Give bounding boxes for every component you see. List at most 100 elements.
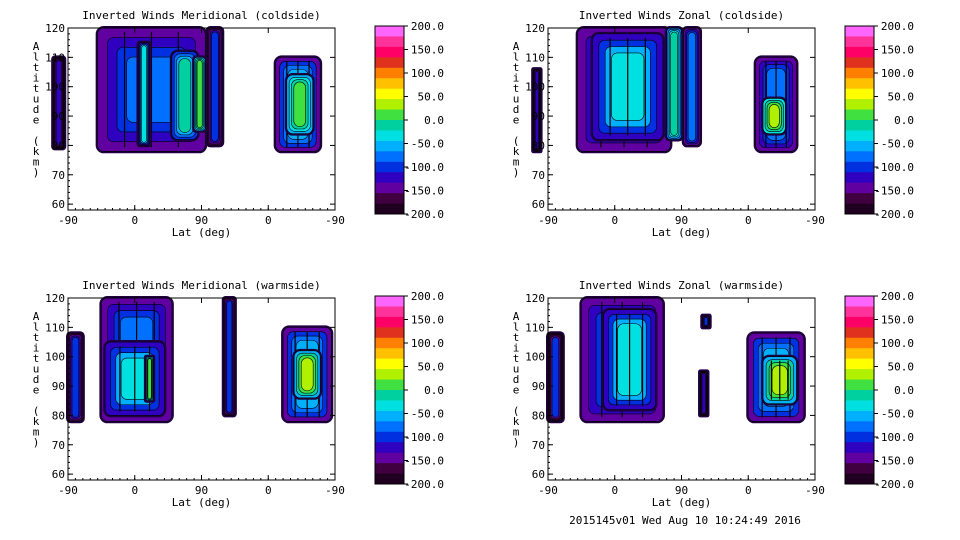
region-band — [300, 357, 314, 392]
chart-title: Inverted Winds Zonal (coldside) — [579, 9, 784, 22]
y-tick-label: 60 — [52, 468, 65, 481]
y-tick-label: 80 — [52, 139, 65, 152]
colorbar-swatch — [375, 203, 404, 215]
y-tick-label: 80 — [532, 409, 545, 422]
colorbar-swatch — [845, 36, 874, 48]
colorbar-label: -150.0 — [874, 185, 914, 198]
region-band — [534, 70, 539, 150]
region-band — [211, 31, 219, 142]
y-tick-label: 70 — [52, 169, 65, 182]
colorbar-swatch — [845, 463, 874, 475]
colorbar-swatch — [845, 442, 874, 454]
y-tick-label: 60 — [52, 198, 65, 211]
x-tick-label: 0 — [611, 214, 618, 227]
colorbar-label: 100.0 — [881, 67, 914, 80]
colorbar-label: 50.0 — [888, 91, 915, 104]
colorbar-swatch — [845, 46, 874, 58]
region-band — [196, 60, 203, 129]
x-tick-label: 0 — [265, 214, 272, 227]
colorbar-swatch — [375, 306, 404, 318]
colorbar-label: -100.0 — [404, 431, 444, 444]
colorbar-swatch — [845, 431, 874, 443]
x-tick-label: 90 — [195, 484, 208, 497]
x-tick-label: -90 — [58, 484, 78, 497]
colorbar-label: 150.0 — [881, 44, 914, 57]
region-band — [687, 32, 696, 142]
colorbar-swatch — [845, 369, 874, 381]
y-tick-label: 100 — [525, 351, 545, 364]
colorbar-label: 0.0 — [894, 114, 914, 127]
region-band — [701, 373, 706, 414]
colorbar-swatch — [845, 88, 874, 100]
colorbar-swatch — [375, 337, 404, 349]
x-tick-label: 0 — [131, 484, 138, 497]
colorbar-label: 200.0 — [881, 290, 914, 303]
colorbar-label: 150.0 — [411, 314, 444, 327]
colorbar-label: 50.0 — [888, 361, 915, 374]
colorbar-label: -150.0 — [404, 185, 444, 198]
chart-title: Inverted Winds Zonal (warmside) — [579, 279, 784, 292]
colorbar-swatch — [845, 358, 874, 370]
y-tick-label: 100 — [45, 351, 65, 364]
colorbar-label: -150.0 — [874, 455, 914, 468]
region-band — [703, 317, 708, 326]
x-tick-label: -90 — [325, 484, 345, 497]
y-tick-label: 100 — [45, 81, 65, 94]
colorbar-swatch — [375, 172, 404, 184]
y-tick-label: 90 — [532, 110, 545, 123]
colorbar-label: -100.0 — [404, 161, 444, 174]
colorbar-swatch — [375, 296, 404, 307]
colorbar-swatch — [375, 151, 404, 163]
colorbar-label: -50.0 — [881, 138, 914, 151]
chart-panel-0: Inverted Winds Meridional (coldside) 60 70… — [33, 9, 444, 239]
colorbar-swatch — [845, 400, 874, 412]
colorbar-swatch — [375, 67, 404, 79]
region-band — [178, 58, 192, 133]
colorbar-swatch — [845, 452, 874, 464]
region-band — [551, 336, 560, 418]
y-tick-label: 90 — [52, 380, 65, 393]
colorbar-swatch — [375, 78, 404, 90]
y-tick-label: 90 — [532, 380, 545, 393]
y-tick-label: 120 — [525, 292, 545, 305]
colorbar-swatch — [845, 172, 874, 184]
y-tick-label: 110 — [525, 51, 545, 64]
y-tick-label: 80 — [52, 409, 65, 422]
region-band — [141, 45, 147, 143]
colorbar-label: 150.0 — [881, 314, 914, 327]
x-tick-label: -90 — [58, 214, 78, 227]
y-tick-label: 90 — [52, 110, 65, 123]
colorbar-swatch — [375, 88, 404, 100]
y-tick-label: 60 — [532, 468, 545, 481]
colorbar-label: 50.0 — [418, 361, 445, 374]
colorbar-swatch — [845, 379, 874, 391]
colorbar-swatch — [375, 473, 404, 485]
region-band — [768, 104, 780, 128]
colorbar-swatch — [375, 99, 404, 111]
x-tick-label: 0 — [265, 484, 272, 497]
y-tick-label: 110 — [45, 321, 65, 334]
colorbar-swatch — [845, 296, 874, 307]
colorbar-label: -150.0 — [404, 455, 444, 468]
colorbar-label: -200.0 — [874, 208, 914, 221]
footer-stamp: 2015145v01 Wed Aug 10 10:24:49 2016 — [569, 514, 801, 527]
colorbar-swatch — [375, 161, 404, 173]
colorbar-label: -100.0 — [874, 431, 914, 444]
colorbar-label: 200.0 — [881, 20, 914, 33]
colorbar-swatch — [375, 36, 404, 48]
colorbar-swatch — [845, 390, 874, 401]
colorbar-swatch — [845, 130, 874, 142]
colorbar-swatch — [845, 99, 874, 111]
colorbar-swatch — [375, 410, 404, 422]
y-tick-label: 120 — [525, 22, 545, 35]
colorbar-swatch — [375, 421, 404, 433]
colorbar-swatch — [845, 182, 874, 194]
colorbar-swatch — [845, 421, 874, 433]
chart-panel-1: Inverted Winds Zonal (coldside) 60 70 80 90 1… — [513, 9, 914, 239]
colorbar-swatch — [845, 473, 874, 485]
colorbar-swatch — [845, 140, 874, 152]
colorbar-label: 0.0 — [424, 384, 444, 397]
